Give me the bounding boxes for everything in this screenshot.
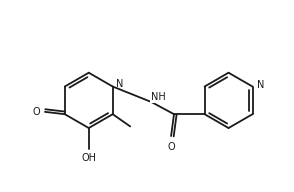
Text: OH: OH	[81, 153, 96, 163]
Text: N: N	[116, 79, 123, 89]
Text: N: N	[257, 80, 264, 90]
Text: O: O	[167, 142, 175, 152]
Text: O: O	[32, 107, 40, 117]
Text: NH: NH	[151, 92, 166, 102]
